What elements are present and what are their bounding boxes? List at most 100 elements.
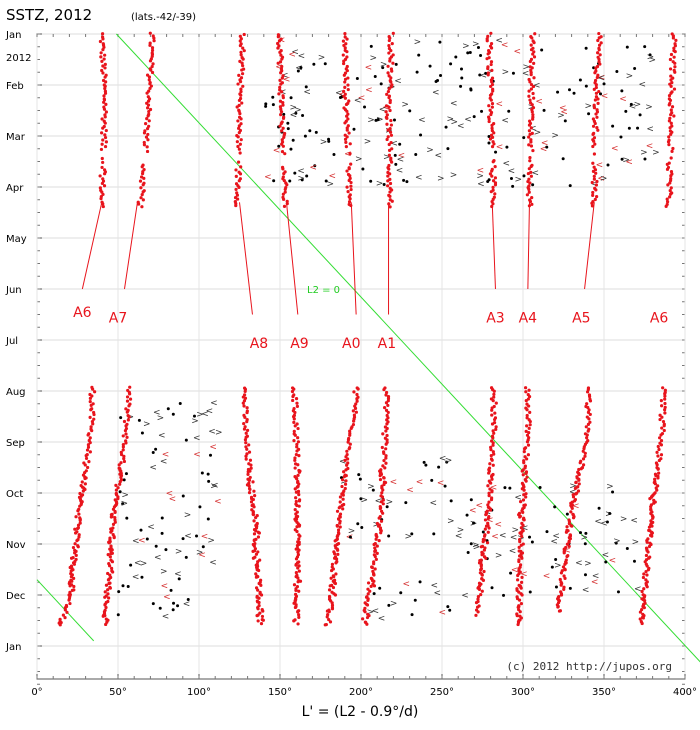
track-point-A5 (571, 516, 576, 520)
drift-marker: < (430, 581, 438, 591)
track-point-A3 (489, 60, 494, 64)
other-observation-point (494, 150, 498, 154)
track-point-A0 (351, 409, 355, 413)
drift-marker: > (514, 175, 522, 185)
track-point-A9 (282, 179, 286, 183)
track-point-A1 (382, 451, 386, 456)
track-point-A7 (150, 46, 155, 50)
track-point-A6 (103, 91, 108, 95)
drift-marker: < (480, 71, 488, 81)
drift-marker: < (344, 150, 352, 160)
other-observation-point (479, 54, 483, 58)
track-point-A3 (489, 498, 494, 502)
track-point-A5 (562, 587, 566, 591)
drift-marker: < (163, 592, 171, 602)
other-observation-point (140, 575, 144, 579)
track-point-A5 (586, 422, 591, 426)
track-point-A0 (342, 475, 346, 479)
drift-marker: < (552, 532, 560, 542)
track-point-A6 (673, 70, 677, 74)
track-point-A0 (347, 200, 352, 204)
track-point-A9 (295, 544, 300, 548)
track-point-A6 (101, 204, 105, 209)
track-point-A8 (242, 404, 246, 408)
track-point-A1 (386, 128, 390, 132)
other-observation-point (305, 174, 309, 178)
track-point-A9 (294, 496, 298, 500)
other-observation-point (643, 157, 647, 161)
other-observation-point (296, 69, 300, 73)
track-point-A0 (348, 151, 352, 156)
track-point-A5 (587, 417, 591, 421)
track-point-A0 (348, 442, 352, 446)
track-point-A6 (78, 518, 82, 522)
track-point-A6 (668, 126, 672, 130)
other-observation-point (313, 164, 317, 168)
other-observation-point (282, 112, 286, 116)
track-point-A4 (525, 413, 529, 418)
track-point-A0 (343, 486, 347, 491)
drift-marker: < (354, 96, 362, 106)
track-point-A6 (672, 114, 676, 118)
track-point-A3 (480, 589, 484, 593)
track-point-A8 (256, 619, 260, 623)
track-point-A3 (488, 508, 493, 512)
track-point-A6 (99, 55, 103, 59)
track-point-A6 (103, 133, 107, 137)
track-point-A4 (529, 126, 533, 130)
drift-marker: < (559, 103, 567, 113)
track-point-A8 (240, 61, 244, 65)
track-point-A1 (363, 610, 367, 614)
track-point-A4 (524, 471, 528, 475)
other-observation-point (469, 87, 473, 91)
track-point-A3 (482, 534, 487, 538)
other-observation-point (356, 522, 360, 526)
drift-marker: > (376, 115, 384, 125)
other-observation-point (181, 537, 185, 541)
other-observation-point (487, 178, 491, 182)
track-point-A6 (73, 527, 77, 531)
other-observation-point (160, 531, 164, 535)
track-point-A6 (61, 613, 65, 617)
track-point-A6 (99, 51, 103, 55)
track-point-A3 (493, 192, 497, 196)
other-observation-point (437, 465, 441, 469)
other-observation-point (414, 152, 418, 156)
track-point-A9 (296, 576, 300, 580)
track-point-A9 (281, 167, 285, 171)
drift-marker: < (211, 481, 219, 491)
other-observation-point (288, 179, 292, 183)
track-point-A3 (489, 62, 493, 67)
drift-marker: < (174, 570, 182, 580)
track-point-A5 (569, 510, 573, 514)
drift-marker: < (457, 122, 465, 132)
drift-marker: < (609, 556, 617, 566)
other-observation-point (561, 157, 565, 161)
track-point-A5 (586, 410, 591, 414)
track-point-A1 (373, 549, 377, 553)
track-point-A6 (103, 172, 107, 176)
feature-label-A4: A4 (519, 310, 538, 326)
track-point-A0 (349, 180, 353, 185)
track-point-A7 (109, 530, 113, 534)
track-point-A0 (345, 128, 349, 132)
other-observation-point (481, 530, 485, 534)
other-observation-point (184, 438, 188, 442)
track-point-A5 (599, 41, 603, 45)
track-point-A6 (656, 444, 660, 449)
track-point-A5 (592, 174, 596, 178)
drift-marker: < (634, 584, 642, 594)
feature-label-A6: A6 (73, 305, 92, 321)
x-axis-label: L' = (L2 - 0.9°/d) (302, 704, 419, 720)
track-point-A6 (665, 197, 669, 201)
track-point-A6 (669, 113, 673, 117)
track-point-A7 (150, 54, 154, 58)
track-point-A8 (249, 500, 254, 504)
drift-marker: < (201, 532, 209, 542)
track-point-A9 (297, 493, 301, 497)
track-point-A1 (388, 100, 392, 105)
drift-marker: < (569, 488, 577, 498)
track-point-A8 (240, 68, 244, 72)
drift-marker: > (326, 180, 334, 190)
